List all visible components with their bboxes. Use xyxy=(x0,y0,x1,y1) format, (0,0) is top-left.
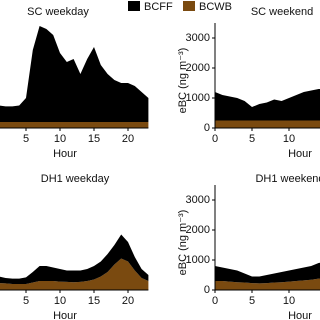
area xyxy=(215,262,320,284)
area xyxy=(0,258,149,290)
legend-label: BCFF xyxy=(144,1,173,13)
x-tick-label: 20 xyxy=(122,133,134,145)
y-tick-label: 1000 xyxy=(186,254,210,266)
x-tick-label: 10 xyxy=(54,295,66,307)
x-tick-label: 10 xyxy=(283,295,295,307)
x-tick-label: 0 xyxy=(212,295,218,307)
legend-swatch xyxy=(128,1,140,11)
y-tick-label: 3000 xyxy=(186,194,210,206)
chart-title: SC weekend xyxy=(251,6,313,18)
legend-label: BCWB xyxy=(199,1,232,13)
area xyxy=(215,278,320,290)
x-tick-label: 5 xyxy=(249,295,255,307)
x-axis-label: Hour xyxy=(288,148,312,160)
x-tick-label: 15 xyxy=(88,295,100,307)
x-axis-label: Hour xyxy=(53,310,77,320)
y-tick-label: 0 xyxy=(204,284,210,296)
x-tick-label: 20 xyxy=(122,295,134,307)
y-tick-label: 2000 xyxy=(186,224,210,236)
x-axis-label: Hour xyxy=(53,148,77,160)
x-tick-label: 5 xyxy=(249,133,255,145)
chart-title: DH1 weekend xyxy=(255,173,320,185)
x-axis-label: Hour xyxy=(288,310,312,320)
x-tick-label: 10 xyxy=(54,133,66,145)
y-axis-label: eBC (ng m⁻³) xyxy=(177,48,189,114)
chart-title: DH1 weekday xyxy=(41,173,110,185)
y-tick-label: 2000 xyxy=(186,62,210,74)
area xyxy=(0,26,149,122)
y-tick-label: 0 xyxy=(204,122,210,134)
area xyxy=(215,89,320,121)
x-tick-label: 5 xyxy=(23,295,29,307)
chart-title: SC weekday xyxy=(27,6,89,18)
y-tick-label: 1000 xyxy=(186,92,210,104)
area xyxy=(0,122,149,128)
area xyxy=(0,234,149,284)
y-tick-label: 3000 xyxy=(186,32,210,44)
x-tick-label: 0 xyxy=(212,133,218,145)
y-axis-label: eBC (ng m⁻³) xyxy=(177,210,189,276)
x-tick-label: 5 xyxy=(23,133,29,145)
legend-swatch xyxy=(183,1,195,11)
x-tick-label: 10 xyxy=(283,133,295,145)
x-tick-label: 15 xyxy=(88,133,100,145)
area xyxy=(215,120,320,128)
